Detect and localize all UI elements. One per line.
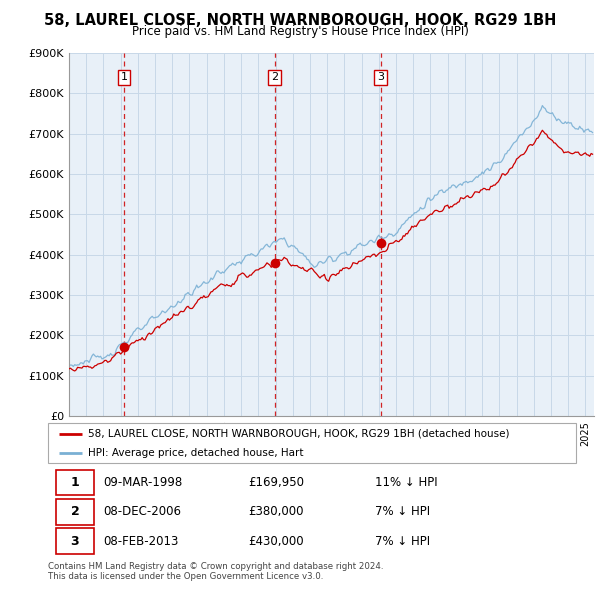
Text: 7% ↓ HPI: 7% ↓ HPI: [376, 505, 430, 519]
Text: 7% ↓ HPI: 7% ↓ HPI: [376, 535, 430, 548]
FancyBboxPatch shape: [56, 499, 94, 525]
Text: Price paid vs. HM Land Registry's House Price Index (HPI): Price paid vs. HM Land Registry's House …: [131, 25, 469, 38]
Text: 08-DEC-2006: 08-DEC-2006: [103, 505, 181, 519]
Text: 58, LAUREL CLOSE, NORTH WARNBOROUGH, HOOK, RG29 1BH (detached house): 58, LAUREL CLOSE, NORTH WARNBOROUGH, HOO…: [88, 429, 509, 439]
FancyBboxPatch shape: [56, 528, 94, 554]
Text: 3: 3: [71, 535, 79, 548]
Text: 11% ↓ HPI: 11% ↓ HPI: [376, 476, 438, 489]
Text: 58, LAUREL CLOSE, NORTH WARNBOROUGH, HOOK, RG29 1BH: 58, LAUREL CLOSE, NORTH WARNBOROUGH, HOO…: [44, 13, 556, 28]
FancyBboxPatch shape: [56, 470, 94, 496]
Text: £380,000: £380,000: [248, 505, 304, 519]
Text: HPI: Average price, detached house, Hart: HPI: Average price, detached house, Hart: [88, 448, 303, 458]
Text: Contains HM Land Registry data © Crown copyright and database right 2024.
This d: Contains HM Land Registry data © Crown c…: [48, 562, 383, 581]
Text: 09-MAR-1998: 09-MAR-1998: [103, 476, 182, 489]
Text: £169,950: £169,950: [248, 476, 305, 489]
Text: 2: 2: [271, 73, 278, 82]
Text: £430,000: £430,000: [248, 535, 304, 548]
Text: 1: 1: [121, 73, 127, 82]
Text: 3: 3: [377, 73, 384, 82]
Text: 08-FEB-2013: 08-FEB-2013: [103, 535, 179, 548]
Text: 1: 1: [71, 476, 79, 489]
Text: 2: 2: [71, 505, 79, 519]
